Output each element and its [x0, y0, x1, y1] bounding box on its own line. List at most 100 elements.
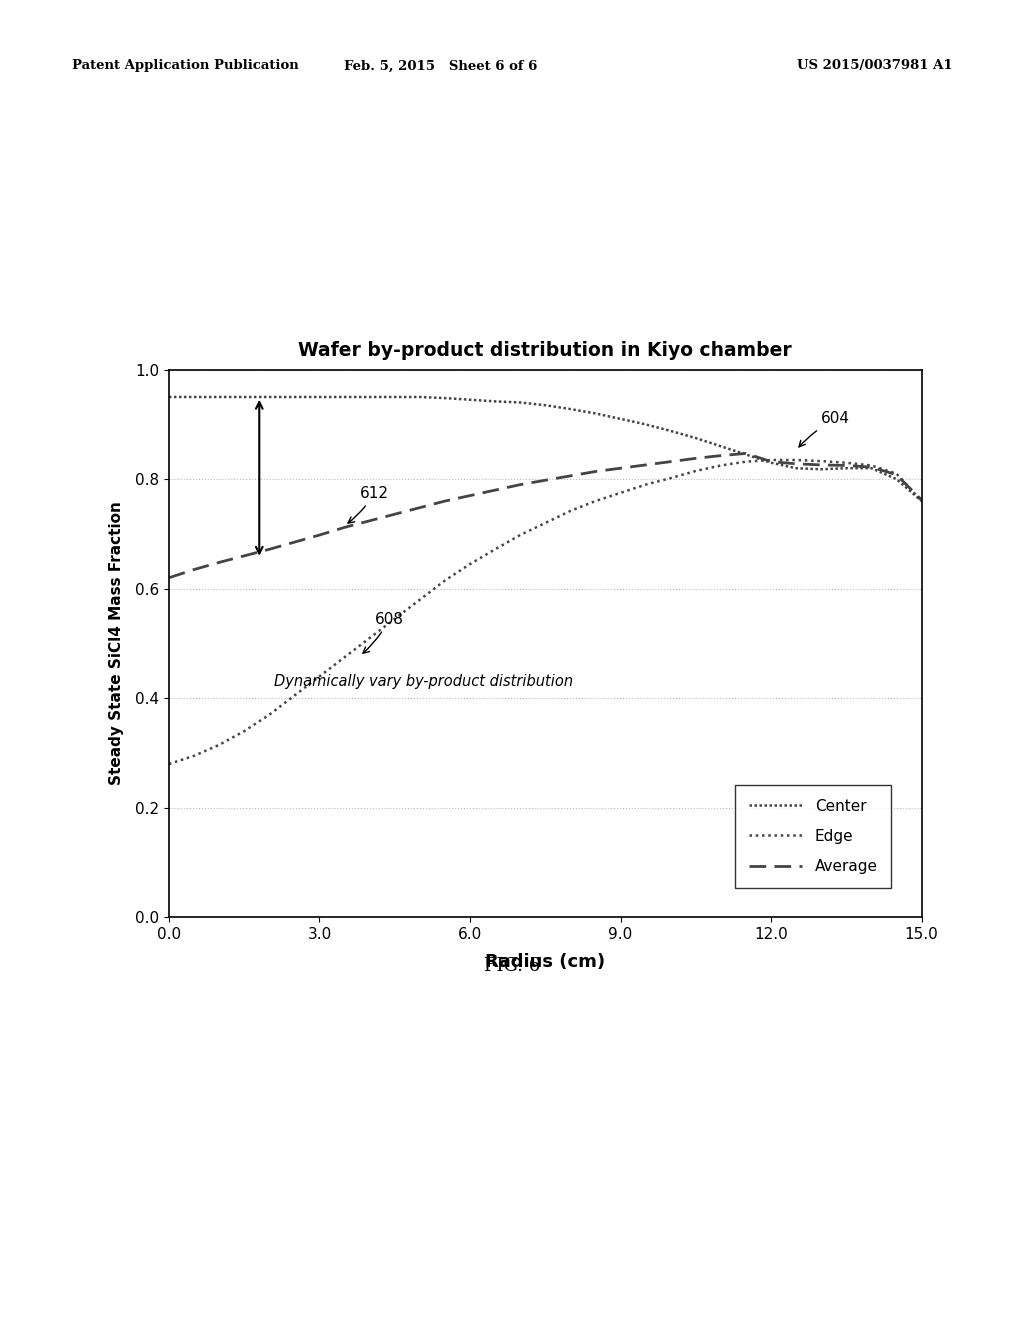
- Edge: [891, 466, 903, 482]
- Edge: [464, 556, 476, 572]
- Center: [514, 395, 526, 411]
- Center: [313, 389, 326, 405]
- Center: [590, 405, 602, 421]
- Center: [564, 401, 577, 417]
- Edge: [163, 756, 175, 772]
- Edge: [865, 458, 878, 474]
- Average: [891, 467, 903, 483]
- Average: [389, 507, 401, 523]
- Edge: [263, 706, 275, 722]
- Center: [238, 389, 251, 405]
- Edge: [690, 463, 702, 479]
- Text: FIG. 6: FIG. 6: [484, 957, 540, 975]
- Center: [739, 446, 752, 462]
- Center: [891, 471, 903, 487]
- Average: [263, 541, 275, 557]
- Center: [665, 422, 677, 438]
- Center: [213, 389, 225, 405]
- Average: [690, 450, 702, 466]
- Edge: [539, 515, 551, 531]
- Average: [313, 527, 326, 543]
- Center: [188, 389, 201, 405]
- Center: [289, 389, 301, 405]
- Center: [489, 393, 502, 409]
- Line: Center: Center: [169, 397, 922, 502]
- Average: [213, 554, 225, 570]
- Edge: [915, 494, 928, 510]
- Edge: [639, 477, 652, 492]
- Average: [765, 454, 777, 470]
- Edge: [665, 470, 677, 486]
- Center: [389, 389, 401, 405]
- Average: [840, 458, 852, 474]
- Average: [815, 457, 827, 473]
- Average: [665, 454, 677, 470]
- Edge: [238, 723, 251, 739]
- Y-axis label: Steady State SiCl4 Mass Fraction: Steady State SiCl4 Mass Fraction: [109, 502, 124, 785]
- Text: 612: 612: [348, 486, 389, 523]
- Center: [614, 411, 627, 426]
- Edge: [338, 649, 350, 665]
- Title: Wafer by-product distribution in Kiyo chamber: Wafer by-product distribution in Kiyo ch…: [298, 341, 793, 360]
- Text: 608: 608: [362, 612, 403, 653]
- Edge: [414, 591, 426, 607]
- Edge: [614, 484, 627, 500]
- Average: [614, 461, 627, 477]
- Average: [791, 455, 803, 471]
- Edge: [188, 748, 201, 764]
- Average: [289, 535, 301, 550]
- Average: [865, 459, 878, 475]
- Text: 604: 604: [799, 412, 850, 447]
- Center: [414, 389, 426, 405]
- Center: [690, 430, 702, 446]
- Average: [338, 520, 350, 536]
- Center: [338, 389, 350, 405]
- Edge: [364, 630, 376, 645]
- Average: [514, 477, 526, 492]
- Edge: [715, 458, 727, 474]
- Edge: [791, 451, 803, 467]
- Center: [438, 391, 451, 407]
- Edge: [815, 453, 827, 469]
- Legend: Center, Edge, Average: Center, Edge, Average: [735, 785, 891, 888]
- Center: [765, 455, 777, 471]
- Average: [438, 494, 451, 510]
- Line: Average: Average: [169, 453, 922, 578]
- Average: [464, 487, 476, 503]
- Edge: [489, 541, 502, 557]
- Line: Edge: Edge: [169, 459, 922, 764]
- Center: [715, 438, 727, 454]
- Edge: [765, 451, 777, 467]
- Average: [739, 445, 752, 461]
- Average: [715, 447, 727, 463]
- Center: [915, 494, 928, 510]
- Average: [364, 513, 376, 529]
- Center: [464, 392, 476, 408]
- Average: [539, 473, 551, 488]
- Edge: [213, 737, 225, 752]
- Center: [791, 461, 803, 477]
- Average: [915, 492, 928, 508]
- Text: US 2015/0037981 A1: US 2015/0037981 A1: [797, 59, 952, 73]
- Edge: [840, 455, 852, 471]
- Average: [489, 482, 502, 498]
- Center: [865, 461, 878, 477]
- Text: Patent Application Publication: Patent Application Publication: [72, 59, 298, 73]
- Edge: [564, 503, 577, 519]
- Text: Feb. 5, 2015   Sheet 6 of 6: Feb. 5, 2015 Sheet 6 of 6: [344, 59, 537, 73]
- Center: [263, 389, 275, 405]
- Center: [364, 389, 376, 405]
- Average: [188, 561, 201, 577]
- Edge: [590, 494, 602, 510]
- Center: [539, 397, 551, 413]
- Average: [163, 570, 175, 586]
- Edge: [514, 527, 526, 543]
- Edge: [739, 454, 752, 470]
- Center: [639, 417, 652, 433]
- Edge: [313, 668, 326, 684]
- Average: [238, 548, 251, 564]
- X-axis label: Radius (cm): Radius (cm): [485, 953, 605, 972]
- Average: [590, 463, 602, 479]
- Average: [414, 500, 426, 516]
- Edge: [289, 688, 301, 704]
